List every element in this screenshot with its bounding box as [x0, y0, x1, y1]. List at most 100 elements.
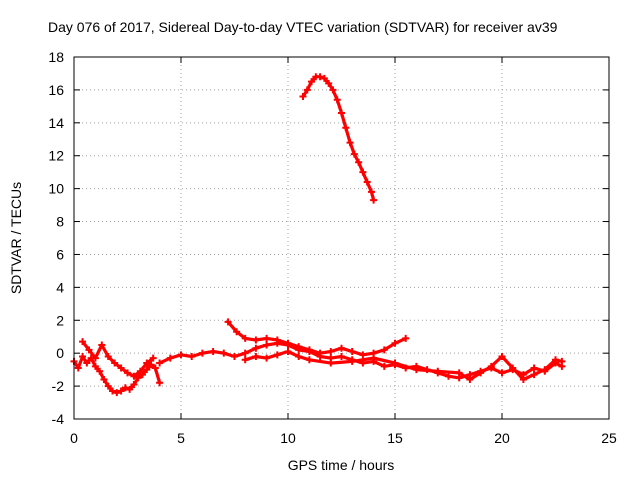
data-point-marker	[188, 352, 196, 360]
data-point-marker	[348, 357, 356, 365]
data-point-marker	[156, 359, 164, 367]
data-point-marker	[299, 92, 307, 100]
x-tick-label: 25	[601, 430, 617, 446]
data-point-marker	[241, 356, 249, 364]
data-point-marker	[113, 389, 121, 397]
data-point-marker	[79, 338, 87, 346]
data-point-marker	[96, 367, 104, 375]
data-point-marker	[305, 356, 313, 364]
data-point-marker	[130, 380, 138, 388]
y-tick-label: -4	[52, 411, 65, 427]
data-point-marker	[263, 354, 271, 362]
data-point-marker	[327, 359, 335, 367]
data-point-marker	[151, 364, 159, 372]
data-point-marker	[445, 372, 452, 380]
data-point-marker	[338, 344, 345, 352]
y-tick-label: 8	[56, 214, 64, 230]
data-point-marker	[273, 336, 281, 344]
data-point-marker	[308, 78, 316, 86]
plot-frame	[73, 56, 610, 420]
data-point-marker	[209, 348, 217, 356]
series-1	[79, 338, 157, 380]
x-tick-label: 20	[494, 430, 510, 446]
data-point-marker	[98, 341, 106, 349]
data-point-marker	[434, 367, 442, 375]
y-tick-label: 6	[56, 246, 64, 262]
y-tick-label: 14	[48, 115, 64, 131]
data-point-marker	[316, 349, 324, 357]
data-point-marker	[134, 374, 142, 382]
data-point-marker	[370, 196, 378, 204]
data-point-marker	[284, 339, 292, 347]
data-point-marker	[111, 359, 119, 367]
data-point-marker	[350, 150, 358, 158]
data-point-marker	[466, 376, 474, 384]
data-point-marker	[342, 124, 350, 132]
data-point-marker	[338, 352, 345, 360]
data-point-marker	[359, 168, 367, 176]
data-point-marker	[233, 328, 241, 336]
data-point-marker	[380, 346, 388, 354]
data-point-marker	[74, 364, 82, 372]
data-point-marker	[519, 376, 527, 384]
x-tick-label: 5	[177, 430, 185, 446]
data-point-marker	[477, 369, 485, 377]
data-point-marker	[166, 354, 174, 362]
data-point-marker	[498, 369, 506, 377]
series-3	[224, 318, 410, 359]
data-point-marker	[487, 362, 495, 370]
data-point-marker	[136, 367, 144, 375]
x-tick-label: 10	[280, 430, 296, 446]
data-point-marker	[231, 352, 238, 360]
y-tick-label: 16	[48, 82, 64, 98]
data-point-marker	[380, 362, 388, 370]
data-point-marker	[117, 364, 125, 372]
y-tick-label: 4	[56, 279, 64, 295]
data-point-marker	[455, 369, 463, 377]
data-point-marker	[147, 361, 155, 369]
chart-title: Day 076 of 2017, Sidereal Day-to-day VTE…	[48, 19, 558, 35]
y-tick-label: -2	[52, 378, 65, 394]
data-point-marker	[355, 158, 363, 166]
data-point-marker	[104, 382, 112, 390]
data-point-marker	[305, 346, 313, 354]
data-point-marker	[412, 366, 420, 374]
data-point-marker	[391, 339, 399, 347]
data-point-marker	[263, 334, 271, 342]
data-point-marker	[498, 352, 506, 360]
y-tick-label: 0	[56, 345, 64, 361]
data-point-marker	[325, 79, 333, 87]
data-point-marker	[509, 364, 517, 372]
data-point-marker	[346, 139, 354, 147]
axis-ticks: -4 -2 0 2 4 6 8 10 12 14 16 18 0 5 10 15 20 25	[48, 49, 617, 446]
data-point-marker	[224, 318, 232, 326]
series-5	[299, 73, 378, 204]
data-point-marker	[329, 86, 337, 94]
data-point-marker	[320, 74, 328, 82]
data-point-marker	[327, 348, 335, 356]
data-point-marker	[149, 354, 157, 362]
data-point-marker	[130, 372, 138, 380]
data-point-marker	[85, 346, 93, 354]
data-point-marker	[284, 348, 292, 356]
data-point-marker	[558, 357, 566, 365]
data-point-marker	[241, 349, 249, 357]
data-point-marker	[124, 369, 131, 377]
x-axis-label: GPS time / hours	[288, 457, 395, 473]
data-point-marker	[333, 96, 341, 104]
data-point-marker	[91, 354, 99, 362]
data-point-marker	[100, 376, 108, 384]
data-point-marker	[295, 352, 303, 360]
data-point-marker	[552, 356, 559, 364]
data-point-marker	[363, 178, 371, 186]
data-point-marker	[295, 343, 303, 351]
data-point-marker	[220, 349, 228, 357]
data-point-marker	[402, 334, 410, 342]
data-point-marker	[303, 86, 311, 94]
data-point-marker	[143, 359, 151, 367]
data-point-marker	[156, 379, 164, 387]
data-point-marker	[273, 351, 281, 359]
data-point-marker	[121, 384, 129, 392]
data-point-marker	[91, 362, 99, 370]
